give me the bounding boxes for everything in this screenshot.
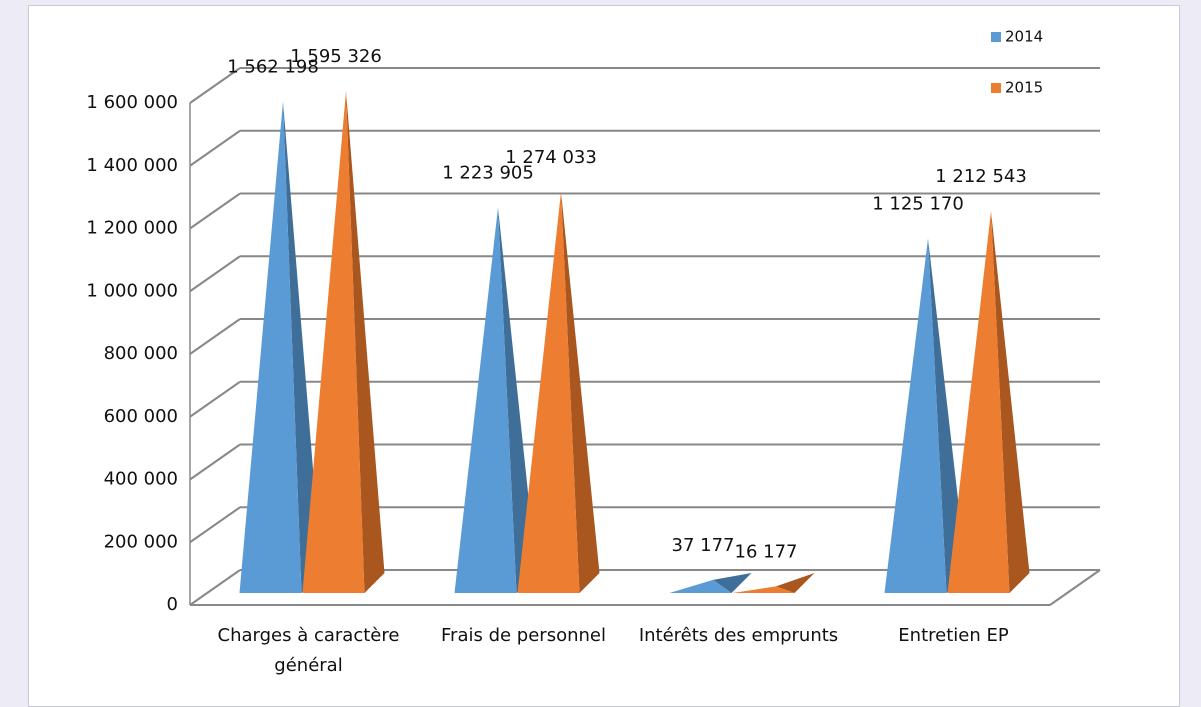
grid-line [189, 380, 241, 418]
grid-line [189, 443, 241, 481]
y-tick-label: 200 000 [104, 531, 178, 552]
legend-label: 2014 [1005, 28, 1043, 46]
y-tick-label: 400 000 [104, 469, 178, 490]
legend-swatch [991, 83, 1001, 93]
pyramid-side [713, 573, 752, 593]
pyramid-front [884, 238, 947, 593]
x-tick-label: Intérêts des emprunts [638, 625, 839, 646]
y-tick-label: 600 000 [104, 406, 178, 427]
grid-line [189, 67, 241, 104]
pyramid-side [498, 207, 537, 593]
pyramid-side [928, 238, 967, 593]
data-label: 1 595 326 [290, 46, 382, 67]
y-tick-label: 1 600 000 [86, 92, 178, 113]
data-label: 1 223 905 [442, 162, 534, 183]
data-label: 1 562 198 [227, 56, 319, 77]
pyramid-side [991, 211, 1030, 593]
x-tick-label: Frais de personnel [441, 625, 606, 646]
grid-line [189, 318, 241, 355]
data-label: 16 177 [735, 541, 798, 562]
data-label: 1 274 033 [505, 147, 597, 168]
pyramid-front [732, 586, 795, 593]
y-tick-label: 1 000 000 [86, 280, 178, 301]
y-tick-label: 1 200 000 [86, 218, 178, 239]
grid-line [189, 255, 241, 293]
y-tick-label: 800 000 [104, 343, 178, 364]
y-tick-label: 0 [167, 594, 178, 615]
pyramid-front [669, 579, 732, 593]
data-label: 37 177 [672, 535, 735, 556]
x-tick-label: Charges à caractère général [217, 625, 400, 676]
legend-label: 2015 [1005, 79, 1043, 97]
pyramid-front [302, 90, 365, 594]
grid-line [189, 506, 241, 544]
pyramid-side [346, 90, 385, 594]
legend-swatch [991, 32, 1001, 42]
x-tick-label: Entretien EP [898, 625, 1009, 646]
grid-line [189, 192, 241, 230]
pyramid-side [561, 191, 600, 593]
y-tick-label: 1 400 000 [86, 155, 178, 176]
pyramid-front [454, 207, 517, 593]
pyramid-side [776, 573, 815, 593]
data-label: 1 125 170 [872, 193, 964, 214]
pyramid-front [239, 101, 302, 593]
pyramid-side [283, 101, 322, 593]
grid-line [189, 569, 241, 606]
grid-line [189, 129, 241, 167]
floor-edge [1049, 569, 1101, 606]
pyramid-front [517, 191, 580, 593]
data-label: 1 212 543 [935, 166, 1027, 187]
pyramid-front [947, 211, 1010, 593]
